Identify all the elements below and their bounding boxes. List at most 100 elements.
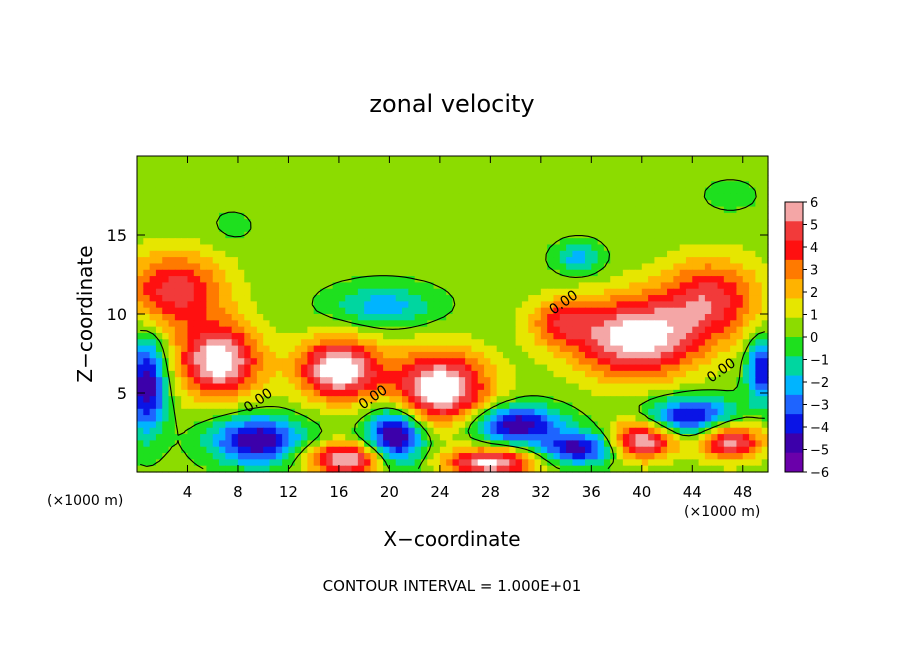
heatmap-cell bbox=[370, 314, 378, 321]
heatmap-cell bbox=[244, 434, 252, 441]
heatmap-cell bbox=[496, 174, 504, 182]
heatmap-cell bbox=[149, 225, 157, 233]
heatmap-cell bbox=[149, 156, 157, 163]
heatmap-cell bbox=[212, 263, 220, 271]
heatmap-cell bbox=[351, 314, 359, 321]
heatmap-cell bbox=[162, 326, 170, 334]
heatmap-cell bbox=[357, 459, 365, 467]
heatmap-cell bbox=[263, 181, 271, 189]
heatmap-cell bbox=[692, 219, 700, 227]
heatmap-cell bbox=[174, 453, 182, 460]
heatmap-cell bbox=[622, 307, 630, 315]
heatmap-cell bbox=[250, 377, 258, 385]
heatmap-cell bbox=[383, 263, 390, 271]
heatmap-cell bbox=[736, 434, 744, 441]
heatmap-cell bbox=[225, 174, 233, 182]
heatmap-cell bbox=[168, 200, 176, 208]
heatmap-cell bbox=[206, 295, 214, 302]
heatmap-cell bbox=[301, 377, 308, 385]
heatmap-cell bbox=[692, 370, 700, 378]
heatmap-cell bbox=[704, 238, 712, 246]
heatmap-cell bbox=[566, 434, 573, 441]
heatmap-cell bbox=[389, 421, 397, 429]
heatmap-cell bbox=[629, 402, 637, 410]
heatmap-cell bbox=[515, 396, 523, 404]
heatmap-cell bbox=[319, 389, 327, 397]
heatmap-cell bbox=[357, 446, 365, 454]
heatmap-cell bbox=[578, 301, 586, 309]
heatmap-cell bbox=[465, 257, 473, 265]
heatmap-cell bbox=[420, 370, 428, 378]
heatmap-cell bbox=[679, 320, 687, 328]
heatmap-cell bbox=[471, 326, 479, 334]
heatmap-cell bbox=[648, 364, 656, 372]
heatmap-cell bbox=[559, 370, 567, 378]
heatmap-cell bbox=[477, 402, 485, 410]
heatmap-cell bbox=[711, 174, 719, 182]
heatmap-cell bbox=[547, 434, 555, 441]
heatmap-cell bbox=[237, 345, 245, 353]
heatmap-cell bbox=[572, 200, 580, 208]
heatmap-cell bbox=[231, 351, 239, 359]
heatmap-cell bbox=[383, 339, 390, 347]
heatmap-cell bbox=[477, 257, 485, 265]
heatmap-cell bbox=[200, 415, 208, 423]
heatmap-cell bbox=[585, 364, 592, 372]
heatmap-cell bbox=[446, 446, 454, 454]
heatmap-cell bbox=[717, 453, 725, 460]
heatmap-cell bbox=[181, 453, 189, 460]
heatmap-cell bbox=[402, 250, 409, 258]
heatmap-cell bbox=[477, 427, 485, 435]
heatmap-cell bbox=[698, 402, 706, 410]
heatmap-cell bbox=[528, 162, 536, 170]
heatmap-cell bbox=[591, 250, 599, 258]
heatmap-cell bbox=[326, 238, 334, 246]
heatmap-cell bbox=[433, 332, 441, 340]
heatmap-cell bbox=[345, 200, 353, 208]
heatmap-cell bbox=[629, 408, 637, 416]
heatmap-cell bbox=[673, 396, 681, 404]
heatmap-cell bbox=[648, 263, 656, 271]
heatmap-cell bbox=[338, 345, 346, 353]
heatmap-cell bbox=[654, 421, 662, 429]
heatmap-cell bbox=[528, 427, 536, 435]
heatmap-cell bbox=[212, 364, 220, 372]
heatmap-cell bbox=[521, 288, 529, 296]
heatmap-cell bbox=[351, 206, 359, 214]
heatmap-cell bbox=[439, 162, 447, 170]
heatmap-cell bbox=[345, 288, 353, 296]
heatmap-cell bbox=[597, 440, 605, 448]
heatmap-cell bbox=[471, 320, 479, 328]
heatmap-cell bbox=[143, 396, 151, 404]
heatmap-cell bbox=[717, 396, 725, 404]
heatmap-cell bbox=[622, 370, 630, 378]
heatmap-cell bbox=[326, 301, 334, 309]
heatmap-cell bbox=[723, 421, 731, 429]
heatmap-cell bbox=[578, 453, 586, 460]
heatmap-cell bbox=[711, 219, 719, 227]
heatmap-cell bbox=[420, 295, 428, 302]
heatmap-cell bbox=[389, 332, 397, 340]
heatmap-cell bbox=[635, 314, 643, 321]
heatmap-cell bbox=[212, 206, 220, 214]
heatmap-cell bbox=[591, 332, 599, 340]
heatmap-cell bbox=[155, 307, 163, 315]
heatmap-cell bbox=[641, 181, 649, 189]
heatmap-cell bbox=[521, 453, 529, 460]
heatmap-cell bbox=[736, 345, 744, 353]
heatmap-cell bbox=[225, 415, 233, 423]
heatmap-cell bbox=[332, 238, 340, 246]
heatmap-cell bbox=[572, 351, 580, 359]
heatmap-cell bbox=[206, 408, 214, 416]
heatmap-cell bbox=[351, 295, 359, 302]
heatmap-cell bbox=[572, 288, 580, 296]
heatmap-cell bbox=[490, 269, 498, 277]
heatmap-cell bbox=[193, 269, 201, 277]
heatmap-cell bbox=[256, 339, 264, 347]
heatmap-cell bbox=[755, 351, 763, 359]
heatmap-cell bbox=[559, 162, 567, 170]
heatmap-cell bbox=[250, 314, 258, 321]
heatmap-cell bbox=[540, 351, 548, 359]
heatmap-cell bbox=[345, 187, 353, 195]
